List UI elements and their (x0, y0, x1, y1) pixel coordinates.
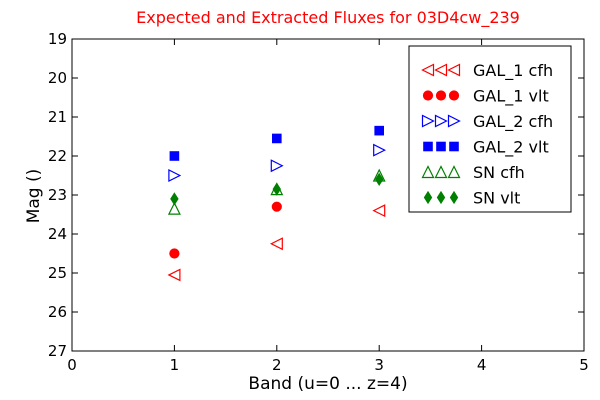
legend-marker-gal_2-vlt (449, 141, 459, 152)
y-tick-label: 22 (48, 147, 67, 165)
x-tick-label: 2 (272, 356, 282, 374)
legend-marker-sn-vlt (436, 190, 446, 205)
legend-label: GAL_2 cfh (473, 112, 553, 132)
y-axis-label: Mag () (24, 168, 44, 224)
legend-label: GAL_1 cfh (473, 61, 553, 81)
legend-marker-sn-cfh (421, 165, 435, 179)
data-point-sn-vlt (170, 192, 179, 206)
legend-marker-gal_1-vlt (448, 90, 460, 101)
legend-marker-gal_1-vlt (422, 90, 434, 101)
y-tick-label: 19 (48, 30, 67, 48)
x-tick-label: 0 (67, 356, 77, 374)
legend-label: GAL_1 vlt (473, 87, 549, 107)
data-point-gal_1-cfh (372, 204, 386, 218)
data-point-sn-cfh (167, 201, 181, 215)
data-point-gal_1-cfh (167, 268, 181, 282)
data-point-gal_1-vlt (169, 248, 180, 259)
data-point-gal_2-vlt (169, 151, 180, 161)
legend-marker-gal_1-cfh (421, 63, 435, 77)
y-tick-label: 26 (48, 303, 67, 321)
legend-label: SN vlt (473, 189, 520, 208)
data-point-gal_2-vlt (374, 125, 384, 136)
y-tick-label: 20 (48, 69, 67, 87)
legend-marker-sn-vlt (423, 190, 433, 205)
data-point-sn-vlt (272, 182, 282, 196)
legend-label: GAL_2 vlt (473, 138, 549, 158)
legend-marker-gal_2-vlt (436, 141, 446, 152)
legend-marker-gal_2-cfh (447, 114, 461, 128)
data-point-gal_2-vlt (272, 133, 282, 144)
legend-marker-gal_1-vlt (435, 90, 447, 101)
legend-box (408, 45, 572, 213)
legend-marker-gal_1-cfh (434, 63, 448, 77)
data-point-gal_2-cfh (373, 143, 387, 157)
legend-marker-sn-cfh (447, 165, 461, 179)
data-point-gal_2-cfh (270, 159, 284, 173)
legend-marker-sn-vlt (449, 190, 459, 205)
data-point-sn-vlt (374, 172, 384, 187)
y-tick-label: 21 (48, 108, 67, 126)
legend-marker-gal_2-cfh (421, 114, 435, 128)
y-tick-label: 25 (48, 264, 67, 282)
legend-marker-gal_2-vlt (423, 141, 433, 152)
x-tick-label: 4 (477, 356, 487, 374)
x-tick-label: 1 (170, 356, 180, 374)
legend-marker-gal_1-cfh (447, 63, 461, 77)
y-tick-label: 23 (48, 186, 67, 204)
legend-marker-sn-cfh (434, 165, 448, 179)
y-tick-label: 27 (48, 342, 67, 360)
x-axis-label: Band (u=0 ... z=4) (248, 374, 408, 394)
data-point-gal_2-cfh (168, 169, 182, 182)
data-point-gal_1-cfh (269, 237, 283, 251)
x-tick-label: 3 (374, 356, 384, 374)
x-tick-label: 5 (579, 356, 589, 374)
chart-title: Expected and Extracted Fluxes for 03D4cw… (136, 8, 520, 27)
legend-label: SN cfh (473, 163, 525, 182)
y-tick-label: 24 (48, 225, 67, 243)
data-point-gal_1-vlt (271, 201, 282, 212)
legend-marker-gal_2-cfh (434, 114, 448, 128)
